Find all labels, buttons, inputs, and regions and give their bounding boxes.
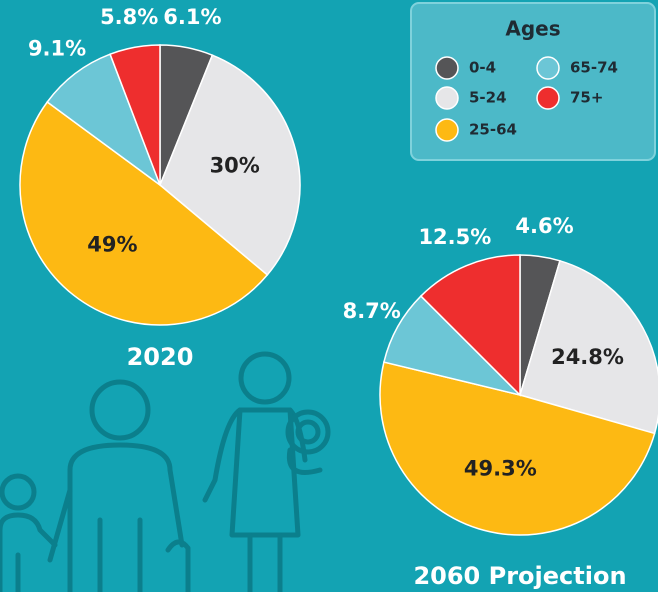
- legend-swatch: [436, 57, 458, 79]
- slice-label: 24.8%: [551, 345, 624, 369]
- slice-label: 6.1%: [163, 5, 221, 29]
- slice-label: 49%: [87, 233, 137, 257]
- legend-title: Ages: [505, 17, 560, 41]
- slice-label: 12.5%: [418, 225, 491, 249]
- pie-title: 2020: [127, 343, 194, 371]
- legend-label: 0-4: [469, 59, 496, 77]
- legend-swatch: [537, 57, 559, 79]
- family-illustration: [0, 354, 328, 592]
- legend-label: 5-24: [469, 89, 507, 107]
- pie-title: 2060 Projection: [413, 562, 626, 590]
- slice-label: 5.8%: [100, 5, 158, 29]
- legend-label: 25-64: [469, 121, 517, 139]
- legend-swatch: [436, 119, 458, 141]
- legend-label: 75+: [570, 89, 603, 107]
- slice-label: 30%: [210, 153, 260, 177]
- legend-swatch: [436, 87, 458, 109]
- slice-label: 9.1%: [28, 37, 86, 61]
- legend-label: 65-74: [570, 59, 618, 77]
- slice-label: 4.6%: [515, 214, 573, 238]
- slice-label: 49.3%: [464, 456, 537, 480]
- infographic: Ages 6.1% 30% 49% 9.1% 5.8% 2020 4.6% 24.8% 49.3…: [0, 0, 658, 592]
- page: {"legend": {"title": "Ages"}, "chart_dat…: [0, 0, 658, 592]
- slice-label: 8.7%: [343, 299, 401, 323]
- legend-swatch: [537, 87, 559, 109]
